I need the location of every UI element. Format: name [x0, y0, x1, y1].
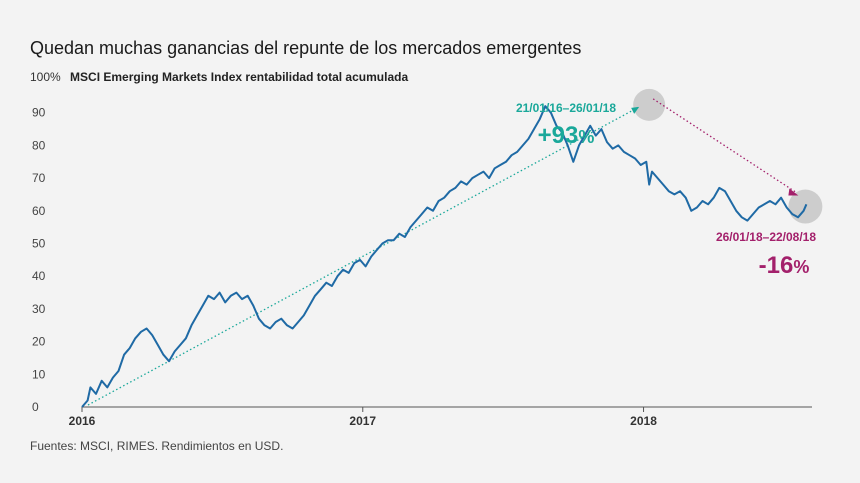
y-tick-label: 30	[32, 302, 46, 316]
loss-arrowhead	[788, 188, 799, 196]
y-tick-label: 40	[32, 269, 46, 283]
chart-subtitle: MSCI Emerging Markets Index rentabilidad…	[70, 70, 409, 84]
y-tick-label: 10	[32, 367, 46, 381]
annotation-labels: 21/01/16–26/01/18 +93% 26/01/18–22/08/18 -1…	[516, 101, 816, 279]
gain-trend-line	[87, 106, 640, 406]
annotation-lines	[87, 88, 823, 406]
y-axis-ticks: 0 10 20 30 40 50 60 70 80 90	[32, 106, 46, 414]
loss-trend-line	[652, 98, 797, 194]
gain-date-range: 21/01/16–26/01/18	[516, 101, 616, 115]
loss-date-range: 26/01/18–22/08/18	[716, 230, 816, 244]
x-tick-label: 2016	[69, 414, 96, 428]
gain-value-number: +93	[538, 122, 579, 149]
x-tick-label: 2018	[630, 414, 657, 428]
gain-arrowhead	[631, 106, 640, 114]
loss-value: -16%	[759, 252, 810, 279]
y-unit-label: 100%	[30, 70, 61, 84]
loss-value-number: -16	[759, 252, 794, 279]
loss-value-percent: %	[793, 257, 809, 277]
source-note: Fuentes: MSCI, RIMES. Rendimientos en US…	[30, 439, 284, 453]
peak-highlight-circle	[633, 88, 666, 121]
y-tick-label: 20	[32, 335, 46, 349]
gain-value-percent: %	[578, 127, 594, 147]
x-tick-label: 2017	[349, 414, 376, 428]
chart-title: Quedan muchas ganancias del repunte de l…	[30, 38, 582, 58]
series-line	[81, 105, 808, 408]
series-group	[81, 105, 808, 408]
y-tick-label: 50	[32, 237, 46, 251]
chart-subtitle-row: 100% MSCI Emerging Markets Index rentabi…	[30, 70, 408, 84]
y-tick-label: 90	[32, 106, 46, 120]
y-tick-label: 0	[32, 400, 39, 414]
gain-value: +93%	[538, 122, 595, 149]
y-tick-label: 70	[32, 171, 46, 185]
x-axis: 2016 2017 2018	[69, 406, 812, 428]
y-tick-label: 60	[32, 204, 46, 218]
y-tick-label: 80	[32, 138, 46, 152]
